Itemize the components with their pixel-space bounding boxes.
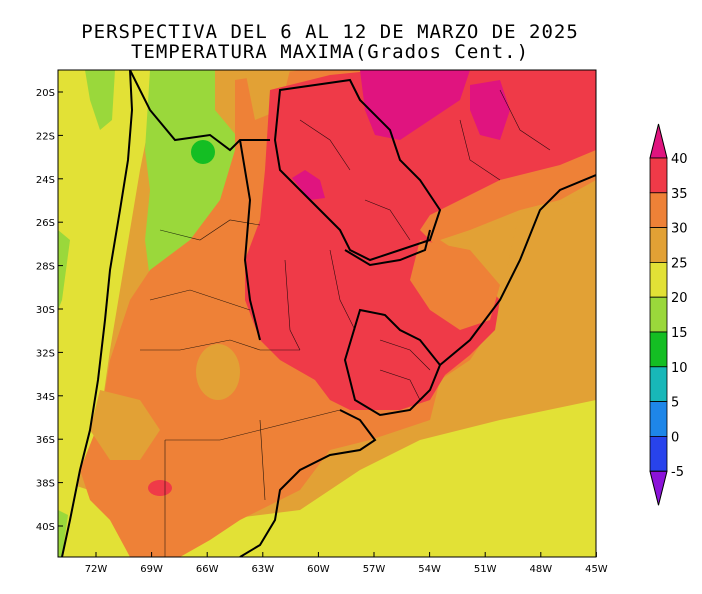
coastline-and-country-borders [61,70,596,557]
colorbar-tick-label: 10 [671,361,688,376]
province-borders [140,89,551,557]
map-title-line1: PERSPECTIVA DEL 6 AL 12 DE MARZO DE 2025 [81,21,579,43]
latitude-tick-label: 40S [36,522,55,533]
temperature-field [58,70,596,557]
longitude-tick-label: 63W [251,564,274,575]
colorbar-segment [649,435,668,472]
colorbar-tick-label: 30 [671,222,688,237]
latitude-tick-label: 32S [36,348,55,359]
longitude-tick-label: 72W [85,564,108,575]
longitude-tick-label: 57W [363,564,386,575]
latitude-axis: 20S 22S 24S 26S 28S 30S 32S 34S 36S 38S 40S [36,88,63,533]
colorbar-tick-label: -5 [671,465,684,480]
longitude-tick-label: 69W [140,564,163,575]
colorbar-tick-label: 0 [671,430,679,445]
colorbar-segment [649,331,668,368]
colorbar-above-max-triangle [649,123,668,159]
map-title-line2: TEMPERATURA MAXIMA(Grados Cent.) [130,41,530,63]
colorbar-tick-label: 35 [671,187,688,202]
latitude-tick-label: 30S [36,305,55,316]
longitude-tick-label: 60W [307,564,330,575]
plot-frame [57,69,597,558]
latitude-tick-label: 26S [36,218,55,229]
latitude-tick-label: 22S [36,131,55,142]
latitude-tick-label: 20S [36,88,55,99]
colorbar-tick-label: 25 [671,256,688,271]
longitude-tick-label: 48W [529,564,552,575]
longitude-tick-label: 45W [585,564,608,575]
colorbar-segment [649,227,668,263]
latitude-tick-label: 34S [36,392,55,403]
colorbar-segment [649,401,668,437]
longitude-tick-label: 66W [196,564,219,575]
colorbar-segment [649,296,668,333]
color-scale-bar: 40 35 30 25 20 15 10 5 0 -5 [649,123,688,506]
latitude-tick-label: 36S [36,435,55,446]
colorbar-segment [649,157,668,194]
colorbar-tick-label: 5 [671,396,679,411]
latitude-tick-label: 24S [36,175,55,186]
longitude-tick-label: 54W [418,564,441,575]
colorbar-tick-label: 40 [671,152,688,167]
colorbar-segment [649,366,668,402]
colorbar-tick-label: 15 [671,326,688,341]
latitude-tick-label: 28S [36,262,55,273]
colorbar-below-min-triangle [649,470,668,506]
colorbar-segment [649,261,668,298]
longitude-axis: 72W 69W 66W 63W 60W 57W 54W 51W 48W 45W [85,552,608,575]
longitude-tick-label: 51W [474,564,497,575]
colorbar-tick-label: 20 [671,291,688,306]
latitude-tick-label: 38S [36,479,55,490]
colorbar-segment [649,192,668,229]
